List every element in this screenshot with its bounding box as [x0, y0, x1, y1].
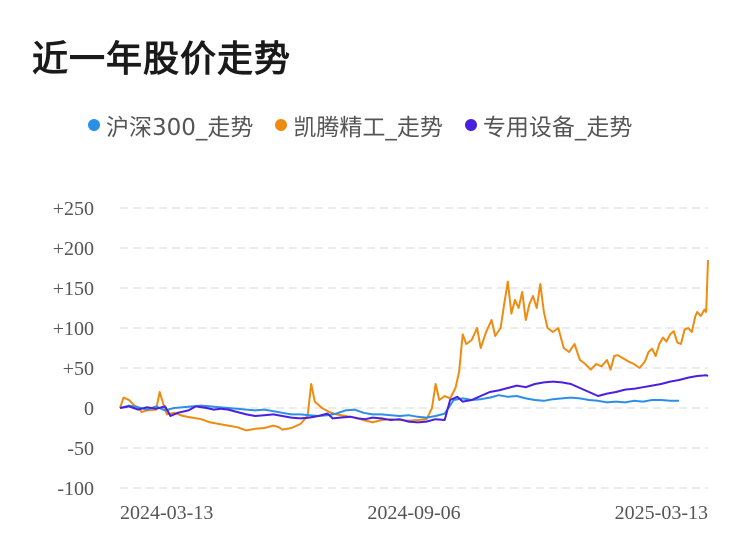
x-tick-label: 2024-09-06	[367, 502, 460, 524]
legend-marker-special-equipment	[464, 119, 477, 131]
y-tick-label: -50	[67, 438, 94, 460]
x-tick-label: 2025-03-13	[615, 502, 708, 524]
y-axis: +250 +200 +150 +100 +50 0 -50 -100	[53, 198, 94, 500]
legend-marker-hs300	[88, 119, 100, 131]
y-tick-label: +250	[53, 198, 94, 220]
series-line-2	[119, 374, 709, 424]
legend-label-kaiteng: 凯腾精工_走势	[293, 115, 443, 141]
chart-series	[119, 259, 709, 432]
series-line-1	[119, 259, 709, 432]
page-title: 近一年股价走势	[32, 39, 292, 80]
legend-item-hs300[interactable]: 沪深300_走势	[88, 108, 253, 142]
series-line-0	[119, 394, 680, 419]
legend-marker-kaiteng	[275, 119, 288, 131]
y-tick-label: +150	[53, 278, 94, 300]
chart-grid	[120, 207, 708, 489]
chart-legend: 沪深300_走势 凯腾精工_走势 专用设备_走势	[88, 108, 654, 142]
y-tick-label: +100	[53, 318, 94, 340]
x-axis: 2024-03-13 2024-09-06 2025-03-13	[120, 502, 708, 524]
y-tick-label: -100	[57, 478, 94, 500]
y-tick-label: 0	[84, 398, 94, 420]
y-tick-label: +50	[63, 358, 94, 380]
x-tick-label: 2024-03-13	[120, 502, 213, 524]
legend-label-special-equipment: 专用设备_走势	[482, 115, 633, 141]
y-tick-label: +200	[53, 238, 94, 260]
legend-item-kaiteng[interactable]: 凯腾精工_走势	[275, 108, 443, 142]
legend-item-special-equipment[interactable]: 专用设备_走势	[464, 108, 633, 142]
legend-label-hs300: 沪深300_走势	[106, 115, 254, 141]
